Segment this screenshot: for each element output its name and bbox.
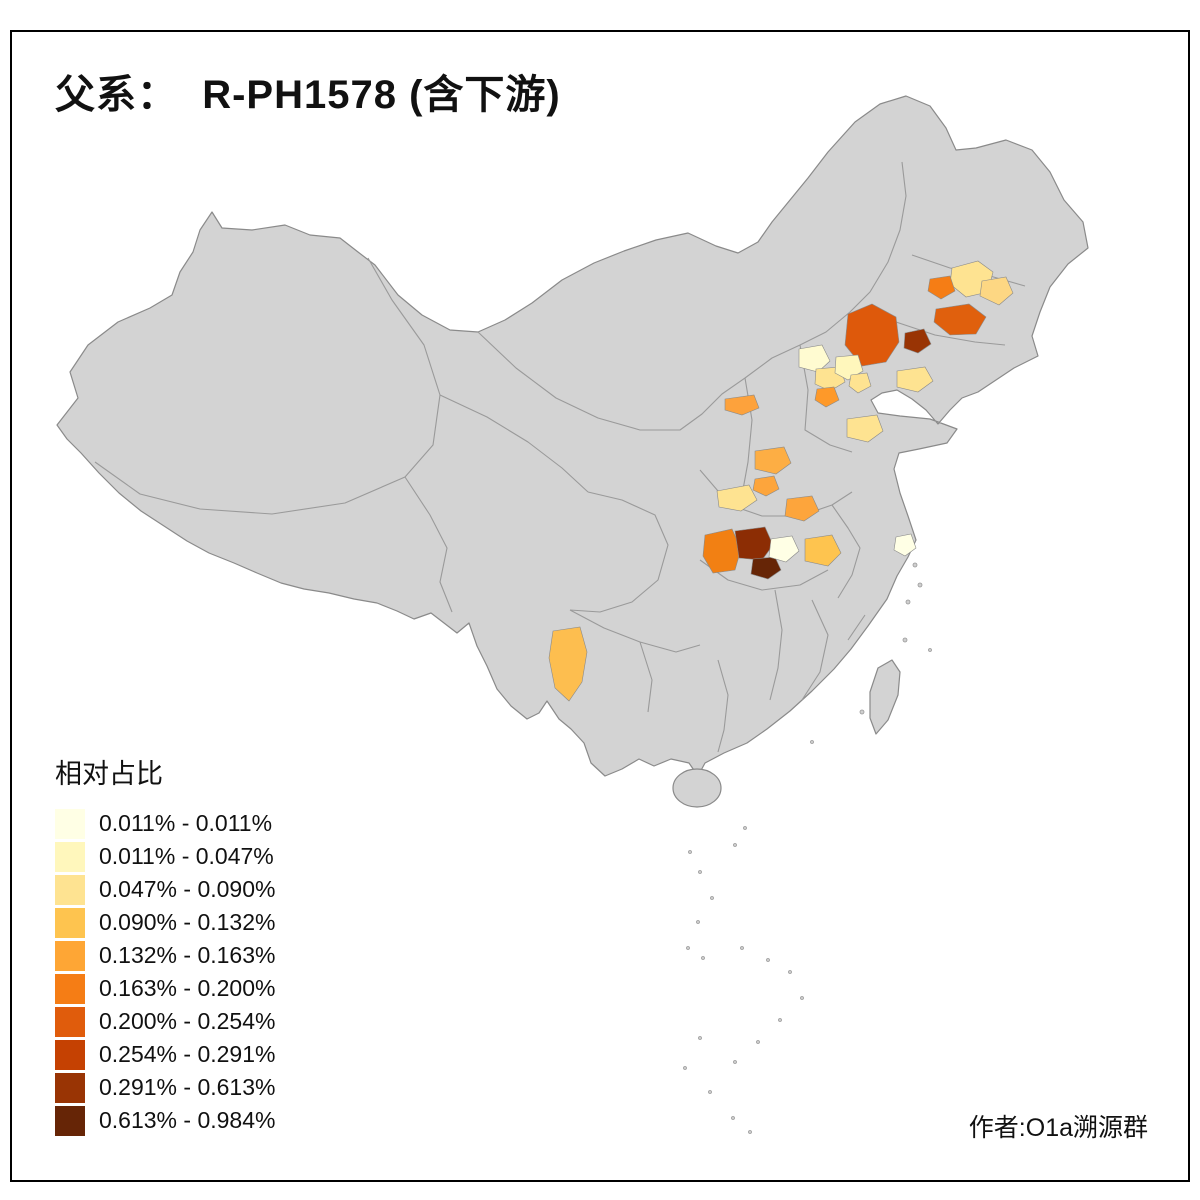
legend-row: 0.090% - 0.132% xyxy=(55,906,275,939)
legend-row: 0.163% - 0.200% xyxy=(55,972,275,1005)
legend-label: 0.132% - 0.163% xyxy=(99,942,276,968)
china-outline xyxy=(56,95,1089,777)
legend-label: 0.613% - 0.984% xyxy=(99,1107,276,1133)
legend-row: 0.200% - 0.254% xyxy=(55,1005,275,1038)
legend-swatch xyxy=(55,973,85,1004)
legend-row: 0.254% - 0.291% xyxy=(55,1038,275,1071)
legend-row: 0.613% - 0.984% xyxy=(55,1104,275,1137)
region-hubei-east-yellow xyxy=(804,534,842,567)
taiwan-island xyxy=(869,659,901,735)
province-borders-north xyxy=(477,161,907,496)
legend-row: 0.011% - 0.047% xyxy=(55,840,275,873)
legend-title: 相对占比 xyxy=(55,759,163,789)
legend-label: 0.011% - 0.011% xyxy=(99,810,273,836)
region-hebei-small-orange xyxy=(814,386,840,408)
province-borders-central xyxy=(569,469,861,613)
legend-swatch xyxy=(55,874,85,905)
legend-label: 0.200% - 0.254% xyxy=(99,1008,276,1034)
region-northeast-large-orange xyxy=(844,303,900,367)
region-shanghai-cream xyxy=(893,533,917,557)
province-borders-south xyxy=(569,589,866,753)
author-credit: 作者:O1a溯源群 xyxy=(968,1114,1148,1142)
legend-row: 0.291% - 0.613% xyxy=(55,1071,275,1104)
region-nanyang-orange xyxy=(784,495,820,522)
hainan-island xyxy=(672,768,722,808)
legend-row: 0.047% - 0.090% xyxy=(55,873,275,906)
legend-swatch xyxy=(55,1072,85,1103)
legend-label: 0.163% - 0.200% xyxy=(99,975,276,1001)
region-yunnan-yellow xyxy=(548,626,588,702)
legend-label: 0.291% - 0.613% xyxy=(99,1074,276,1100)
legend-swatch xyxy=(55,940,85,971)
region-tianjin-pale xyxy=(848,372,872,394)
legend-swatch xyxy=(55,841,85,872)
legend-swatch xyxy=(55,1039,85,1070)
region-hubei-cream xyxy=(768,535,800,563)
colored-regions xyxy=(548,260,1014,702)
region-shanxi-orange xyxy=(724,394,760,416)
region-northeast-dark-red xyxy=(903,328,932,354)
legend: 相对占比 0.011% - 0.011% 0.011% - 0.047% 0.0… xyxy=(55,752,275,1137)
legend-swatch xyxy=(55,808,85,839)
region-henan-small-orange xyxy=(752,475,780,497)
legend-swatch xyxy=(55,1006,85,1037)
page-title: 父系： R-PH1578 (含下游) xyxy=(55,73,561,117)
province-borders-west xyxy=(94,257,589,613)
legend-label: 0.254% - 0.291% xyxy=(99,1041,276,1067)
legend-label: 0.011% - 0.047% xyxy=(99,843,274,869)
region-northeast-pale-b xyxy=(979,276,1014,306)
region-hebei-cream xyxy=(798,344,831,373)
region-guanzhong-orange xyxy=(754,446,792,475)
legend-swatch xyxy=(55,1105,85,1136)
legend-label: 0.047% - 0.090% xyxy=(99,876,276,902)
legend-swatch xyxy=(55,907,85,938)
region-bohai-coast-pale xyxy=(896,366,934,393)
small-islands xyxy=(683,562,932,1134)
region-hubei-dark-brown xyxy=(734,526,774,561)
legend-row: 0.011% - 0.011% xyxy=(55,807,275,840)
region-northeast-east-orange xyxy=(933,303,987,336)
region-northeast-small-orange xyxy=(927,275,956,300)
region-shandong-pale xyxy=(846,414,884,443)
legend-row: 0.132% - 0.163% xyxy=(55,939,275,972)
region-hanzhong-pale xyxy=(716,484,758,512)
region-hubei-west-orange xyxy=(702,528,742,574)
legend-label: 0.090% - 0.132% xyxy=(99,909,276,935)
